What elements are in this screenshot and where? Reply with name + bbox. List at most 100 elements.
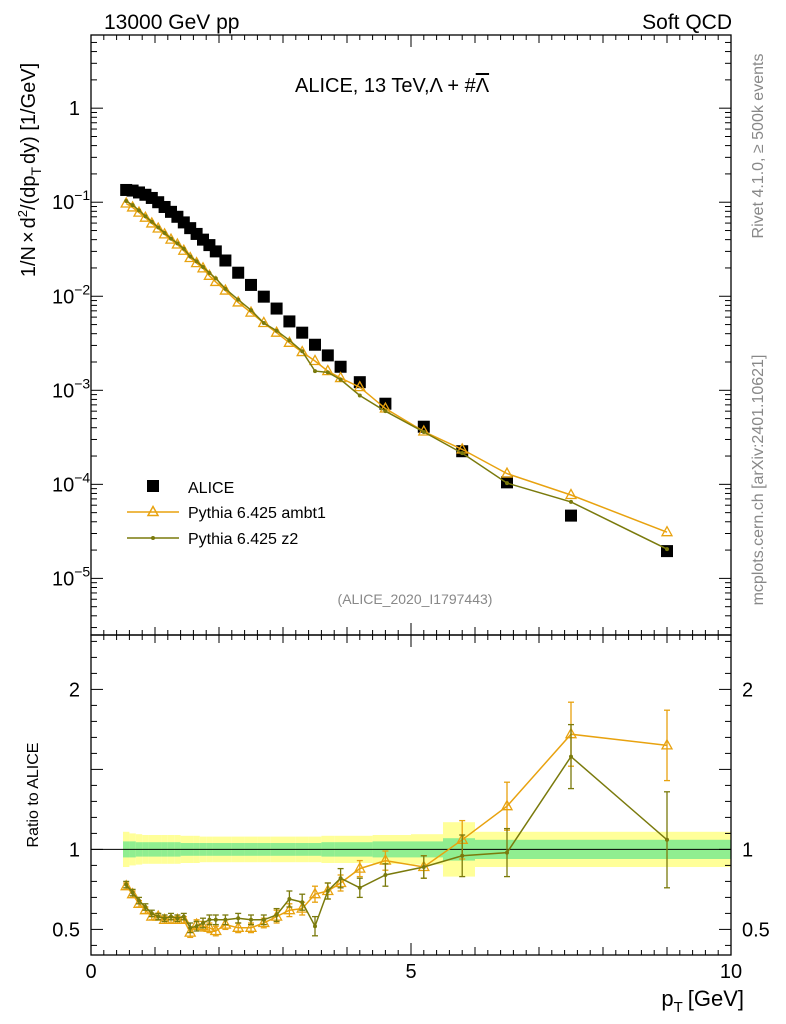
- ratio-point-ambt1: [184, 925, 197, 937]
- ratio-point-ambt1: [500, 799, 514, 811]
- ambt1-data-point: [244, 305, 258, 317]
- z2-data-point: [169, 236, 173, 241]
- ambt1-data-point: [190, 256, 203, 268]
- main-y-tick-label: 10−1: [52, 187, 90, 214]
- ratio-point-z2: [460, 853, 465, 858]
- z2-data-point: [274, 328, 279, 333]
- ratio-point-z2: [665, 837, 669, 842]
- main-y-label: 1/N×d2/(dpTdy) [1/GeV]: [15, 63, 44, 277]
- tick-exponent: −3: [74, 375, 90, 391]
- x-tick-label: 10: [720, 961, 742, 983]
- legend-marker-alice: [147, 480, 159, 492]
- header-right: Soft QCD: [642, 11, 732, 34]
- ratio-point-z2: [162, 916, 167, 921]
- ambt1-data-point: [145, 216, 158, 228]
- z2-data-point: [213, 276, 218, 281]
- ratio-point-ambt1: [164, 912, 178, 924]
- ratio-point-ambt1: [257, 916, 270, 928]
- ratio-point-z2: [213, 917, 218, 922]
- tick-base: 10: [52, 380, 74, 402]
- tick-exponent: −2: [74, 281, 90, 297]
- z2-data-point: [287, 338, 292, 343]
- ratio-point-ambt1: [660, 738, 674, 750]
- z2-data-point: [300, 349, 305, 354]
- tick-base: 10: [52, 286, 74, 308]
- ambt1-data-point: [321, 364, 334, 376]
- ratio-point-z2: [338, 876, 343, 881]
- plot-title: ALICE, 13 TeV,Λ + #Λ: [295, 75, 490, 97]
- z2-data-point: [194, 259, 199, 264]
- alice-data-point: [565, 509, 577, 522]
- ratio-point-z2: [249, 917, 253, 922]
- alice-data-point: [321, 349, 334, 362]
- ratio-y-tick-label-right: 2: [742, 679, 753, 701]
- ratio-point-ambt1: [203, 920, 216, 932]
- ratio-point-z2: [130, 890, 135, 895]
- ratio-point-ambt1: [158, 912, 171, 924]
- z2-data-point: [357, 393, 362, 398]
- alice-data-point: [296, 326, 309, 339]
- z2-data-point: [188, 254, 193, 259]
- tick-base: 10: [52, 474, 74, 496]
- z2-data-point: [175, 241, 180, 246]
- ratio-point-z2: [181, 914, 186, 919]
- ratio-point-ambt1: [283, 903, 296, 915]
- ratio-y-tick-label-right: 1: [742, 839, 753, 861]
- z2-data-point: [249, 308, 253, 313]
- z2-data-point: [201, 264, 205, 269]
- ratio-point-z2: [569, 754, 573, 759]
- ambt1-data-point: [171, 237, 184, 249]
- ambt1-data-point: [660, 525, 674, 537]
- tick-base: 10: [52, 568, 74, 590]
- ratio-point-ambt1: [177, 912, 190, 924]
- z2-data-point: [505, 481, 509, 486]
- ratio-point-z2: [313, 924, 317, 929]
- z2-data-point: [313, 369, 317, 374]
- z2-data-point: [156, 225, 161, 230]
- ratio-point-ambt1: [126, 887, 139, 899]
- x-tick-label: 0: [85, 961, 96, 983]
- z2-data-point: [137, 208, 141, 213]
- z2-data-point: [130, 203, 135, 208]
- ratio-point-z2: [325, 889, 330, 893]
- ratio-point-z2: [175, 916, 180, 921]
- ratio-point-z2: [505, 850, 509, 855]
- main-plot-area: [120, 183, 674, 558]
- z2-data-point: [181, 246, 186, 251]
- main-axes: 110−110−210−310−410−5: [52, 34, 732, 635]
- ratio-point-z2: [383, 873, 388, 877]
- plot-title-lambda: Λ + #: [430, 75, 477, 97]
- alice-data-point: [309, 338, 321, 351]
- legend-label-z2: Pythia 6.425 z2: [188, 531, 298, 548]
- legend-label-alice: ALICE: [188, 480, 234, 497]
- z2-data-point: [223, 286, 228, 291]
- ambt1-data-point: [564, 488, 578, 500]
- ratio-point-ambt1: [219, 917, 232, 929]
- alice-data-point: [334, 360, 347, 373]
- main-panel: 110−110−210−310−410−5 ALICE, 13 TeV,Λ + …: [15, 34, 732, 636]
- ambt1-data-point: [500, 466, 514, 478]
- mcplots-label: mcplots.cern.ch [arXiv:2401.10621]: [750, 355, 767, 606]
- z2-data-point: [162, 231, 167, 236]
- ratio-axes: 0 5 100.5 0.51 12 2: [52, 635, 770, 983]
- ambt1-data-point: [177, 243, 190, 255]
- z2-data-point: [421, 430, 426, 435]
- ratio-point-ambt1: [120, 879, 133, 891]
- z2-data-point: [143, 214, 148, 219]
- ratio-point-z2: [207, 917, 212, 922]
- z2-data-point: [383, 409, 388, 414]
- z2-data-point: [149, 219, 154, 224]
- ratio-frame: [90, 634, 732, 956]
- ratio-y-label: Ratio to ALICE: [25, 743, 42, 848]
- main-y-tick-label: 10−4: [52, 469, 90, 496]
- ratio-point-z2: [201, 921, 205, 925]
- ratio-y-tick-label-right: 0.5: [742, 919, 770, 941]
- ratio-point-z2: [194, 924, 199, 929]
- alice-data-point: [257, 290, 270, 303]
- header-left: 13000 GeV pp: [104, 11, 239, 34]
- legend-label-ambt1: Pythia 6.425 ambt1: [188, 505, 326, 522]
- ratio-plot-area: [91, 701, 731, 939]
- main-y-tick-label: 10−2: [52, 281, 90, 308]
- ambt1-data-point: [308, 354, 322, 366]
